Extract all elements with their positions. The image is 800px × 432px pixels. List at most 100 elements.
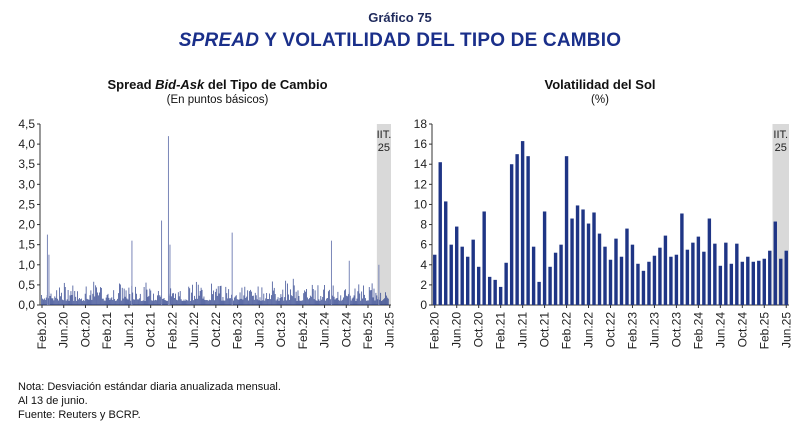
x-tick-label: Jun.23 (252, 312, 266, 348)
volatility-bar (663, 235, 668, 305)
volatility-bar (542, 211, 547, 305)
notes: Nota: Desviación estándar diaria anualiz… (18, 380, 281, 422)
volatility-bar (757, 260, 761, 305)
volatility-bar (625, 228, 629, 305)
volatility-bar (614, 238, 618, 305)
volatility-bar (762, 258, 766, 305)
x-tick-label: Jun.22 (187, 312, 201, 348)
y-tick-label: 10 (414, 197, 428, 211)
volatility-bar (597, 233, 602, 305)
y-tick-label: 0 (420, 298, 427, 312)
volatility-bar (773, 221, 777, 305)
volatility-bar (526, 156, 530, 305)
x-tick-label: Oct.20 (78, 312, 92, 348)
y-tick-label: 3,5 (18, 157, 35, 171)
volatility-bar (592, 212, 596, 305)
x-tick-label: Jun.25 (779, 312, 793, 348)
figure-title-rest: Y VOLATILIDAD DEL TIPO DE CAMBIO (259, 30, 622, 51)
x-tick-label: Feb.20 (35, 312, 49, 350)
volatility-bar (471, 239, 475, 305)
left-title-part2: del Tipo de Cambio (204, 77, 328, 92)
volatility-bar (476, 266, 481, 305)
spread-series (41, 278, 389, 305)
volatility-bar (570, 218, 574, 305)
left-title-italic: Bid-Ask (155, 77, 205, 92)
volatility-bar (433, 254, 437, 305)
volatility-bar (746, 256, 750, 305)
volatility-bar (735, 243, 739, 305)
volatility-bar (729, 263, 734, 305)
x-tick-label: Feb.23 (231, 312, 245, 350)
x-tick-label: Feb.22 (560, 312, 574, 350)
y-tick-label: 8 (420, 218, 427, 232)
volatility-bar (520, 141, 525, 305)
volatility-bar (636, 263, 640, 305)
volatility-bar (498, 286, 503, 305)
volatility-bar (455, 226, 459, 305)
volatility-bar (553, 252, 558, 305)
volatility-bar (581, 209, 585, 305)
y-tick-label: 3,0 (18, 177, 35, 191)
y-tick-label: 2,0 (18, 218, 35, 232)
figure-number: Gráfico 75 (368, 10, 432, 25)
x-tick-label: Jun.21 (516, 312, 530, 348)
y-tick-label: 6 (420, 238, 427, 252)
volatility-bar (537, 281, 541, 305)
x-tick-label: Oct.24 (339, 312, 353, 348)
y-tick-label: 2 (420, 278, 427, 292)
volatility-bar (630, 244, 635, 305)
note-line: Al 13 de junio. (18, 395, 88, 407)
volatility-bar (718, 265, 723, 305)
x-tick-label: Jun.20 (57, 312, 71, 348)
volatility-bar (504, 262, 508, 305)
x-tick-label: Jun.21 (122, 312, 136, 348)
volatility-bar (482, 211, 486, 305)
volatility-bar (713, 243, 717, 305)
volatility-bar (669, 256, 673, 305)
figure-title: SPREAD Y VOLATILIDAD DEL TIPO DE CAMBIO (0, 30, 800, 52)
volatility-bar (603, 246, 607, 305)
x-tick-label: Feb.24 (296, 312, 310, 350)
x-tick-label: Oct.24 (735, 312, 749, 348)
volatility-bar (674, 254, 679, 305)
x-tick-label: Oct.22 (209, 312, 223, 348)
volatility-bar (619, 256, 624, 305)
volatility-bar (531, 246, 536, 305)
volatility-bar (768, 250, 772, 305)
y-tick-label: 4,5 (18, 117, 35, 131)
x-tick-label: Feb.23 (625, 312, 639, 350)
right-chart-title: Volatilidad del Sol (544, 77, 656, 92)
volatility-bar (740, 261, 745, 305)
y-tick-label: 14 (414, 157, 428, 171)
shaded-label: IIT. (773, 129, 788, 141)
figure-title-italic: SPREAD (178, 30, 260, 51)
volatility-bar (696, 236, 701, 305)
left-title-part1: Spread (107, 77, 156, 92)
left-chart-subtitle: (En puntos básicos) (166, 94, 269, 106)
volatility-bar (586, 223, 591, 305)
x-tick-label: Jun.20 (450, 312, 464, 348)
shaded-label: 25 (775, 142, 787, 154)
volatility-bar (658, 247, 662, 305)
volatility-bar (707, 218, 712, 305)
y-tick-label: 4 (420, 258, 427, 272)
x-tick-label: Oct.23 (669, 312, 683, 348)
y-tick-label: 0,5 (18, 278, 35, 292)
volatility-bar (465, 256, 470, 305)
x-tick-label: Feb.21 (100, 312, 114, 350)
shaded-label: IIT. (377, 129, 392, 141)
volatility-bar (548, 266, 552, 305)
volatility-bar (559, 244, 563, 305)
volatility-bar (608, 259, 613, 305)
x-tick-label: Oct.23 (274, 312, 288, 348)
volatility-bar (685, 249, 690, 305)
volatility-bar (449, 244, 453, 305)
right-chart-subtitle: (%) (591, 94, 609, 106)
shaded-label: 25 (378, 142, 390, 154)
x-tick-label: Oct.21 (538, 312, 552, 348)
y-tick-label: 1,0 (18, 258, 35, 272)
y-tick-label: 12 (414, 177, 428, 191)
volatility-bar (751, 261, 756, 305)
